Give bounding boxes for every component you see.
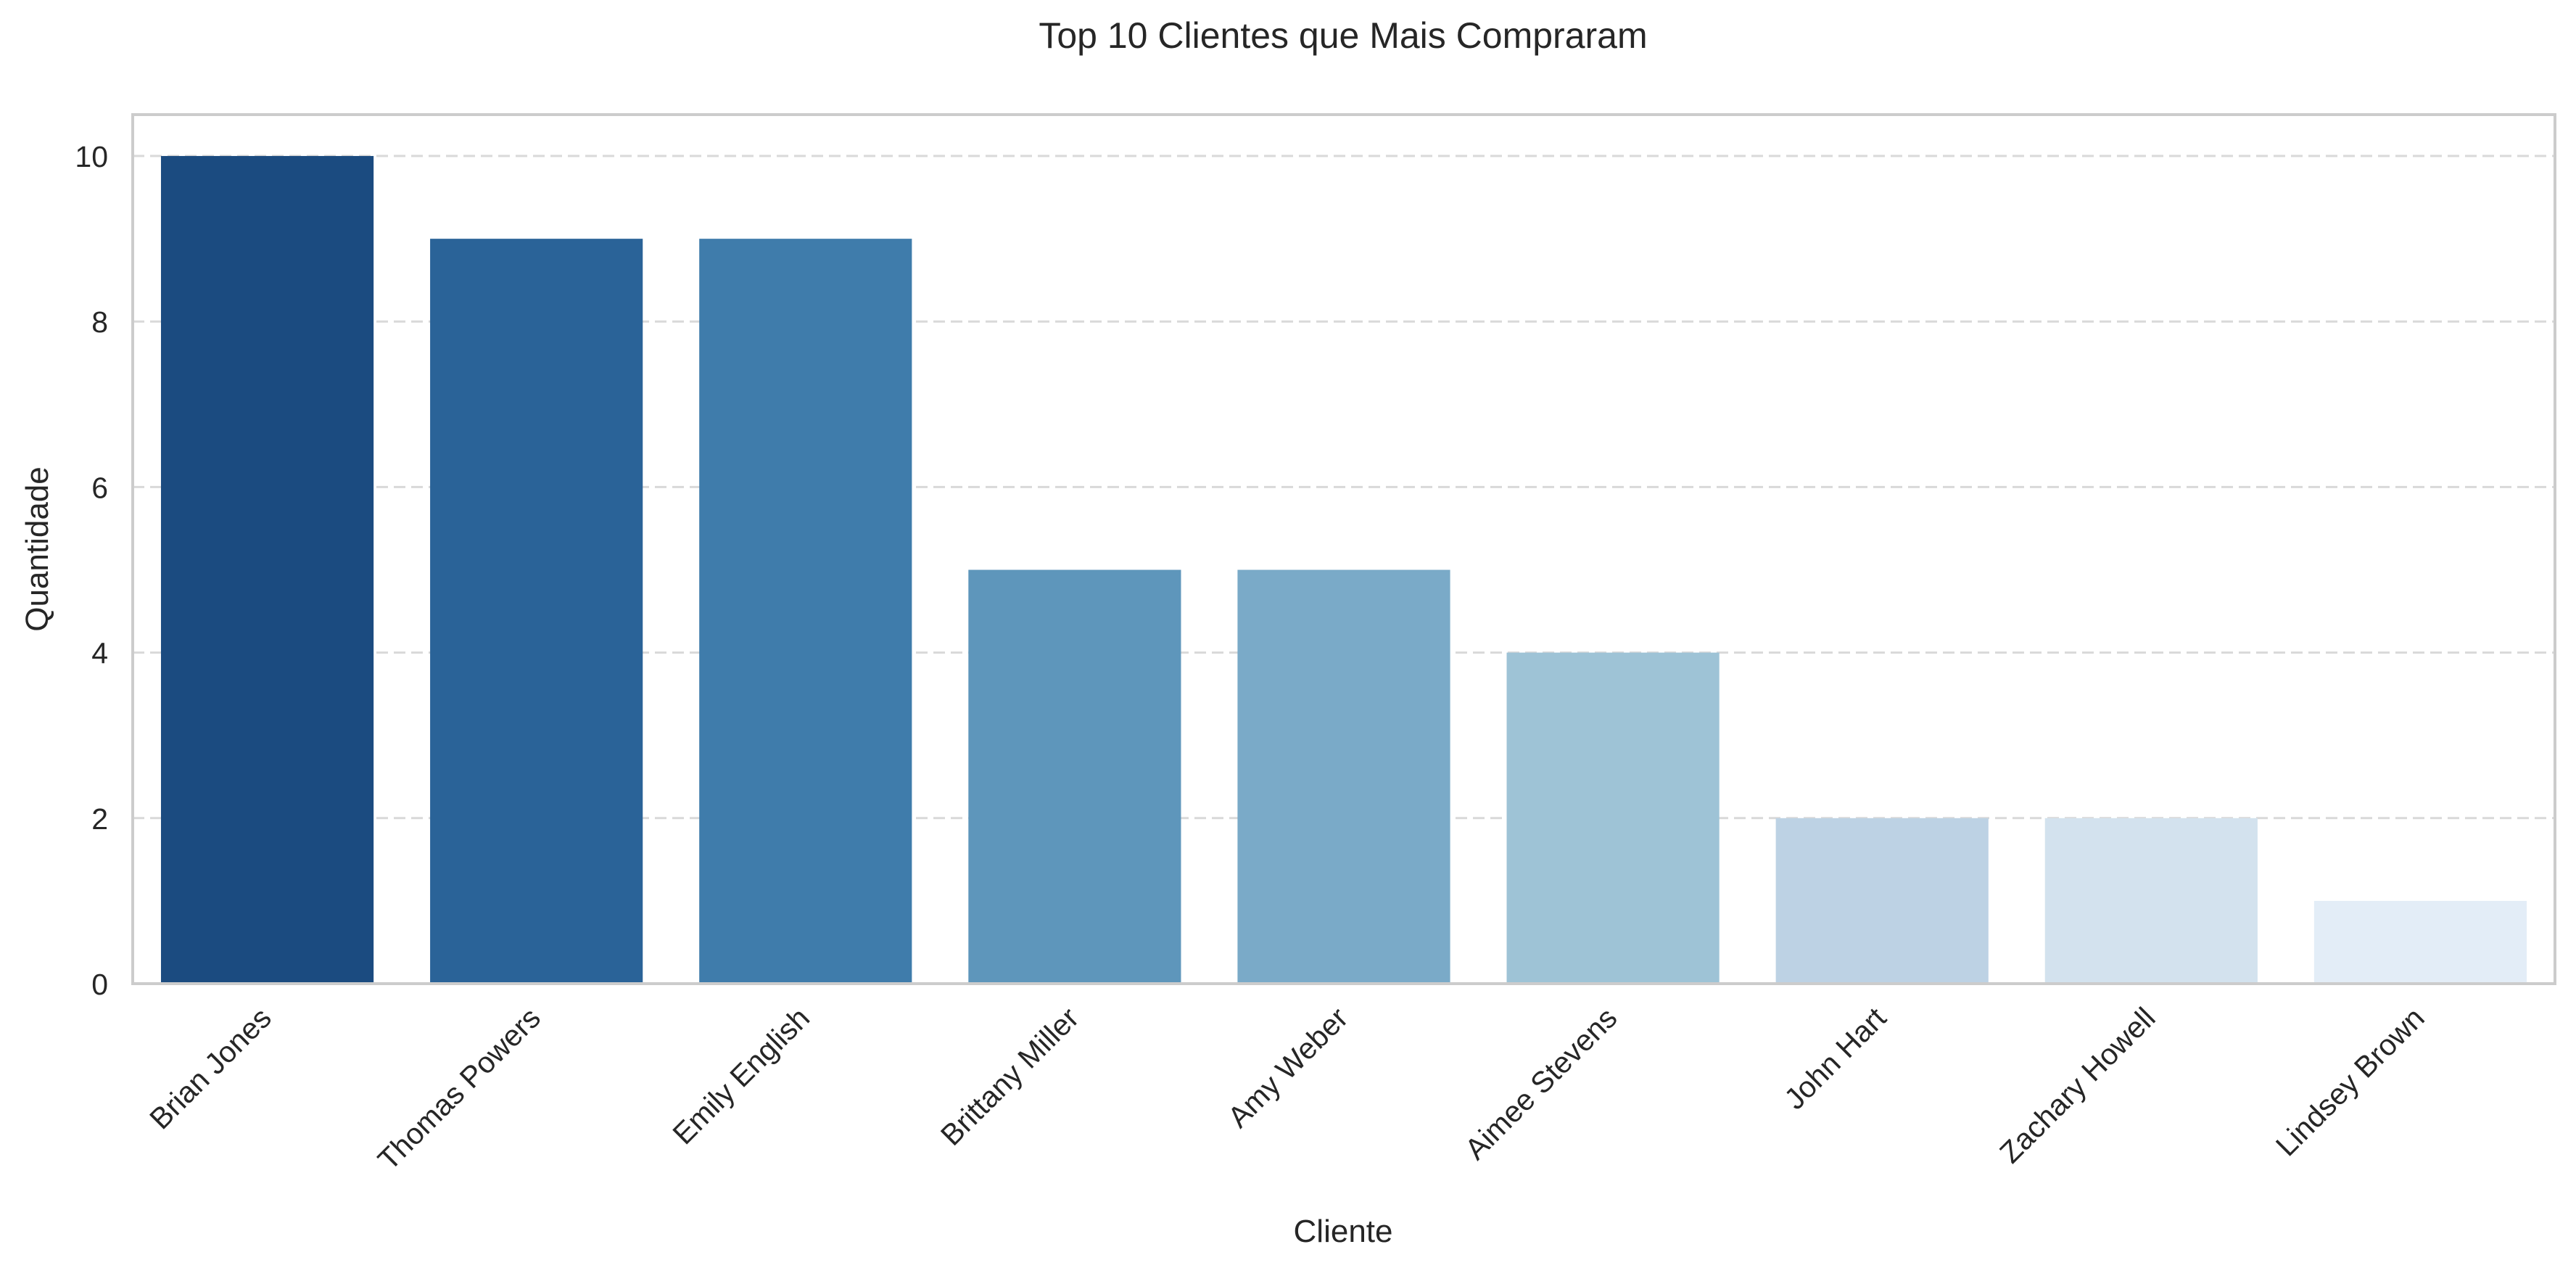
bars — [160, 156, 2527, 984]
x-tick-label: Thomas Powers — [371, 1001, 547, 1177]
plot-frame — [131, 113, 2556, 985]
bar-john-hart — [1775, 818, 1989, 984]
bar-emily-english — [699, 239, 912, 984]
bar-aimee-stevens — [1506, 652, 1720, 984]
x-tick-label: Brittany Miller — [934, 1001, 1085, 1152]
x-tick-label: Zachary Howell — [1993, 1001, 2161, 1169]
y-tick-label: 8 — [91, 305, 108, 339]
y-tick-label: 0 — [91, 968, 108, 1001]
chart-title: Top 10 Clientes que Mais Compraram — [1039, 15, 1647, 56]
bar-brian-jones — [160, 156, 374, 984]
x-tick-label: Lindsey Brown — [2269, 1001, 2431, 1163]
y-tick-labels: 0 2 4 6 8 10 — [75, 140, 108, 1001]
y-tick-label: 10 — [75, 140, 108, 173]
x-tick-label: Emily English — [666, 1001, 817, 1151]
bar-brittany-miller — [968, 569, 1181, 984]
x-axis-label: Cliente — [1294, 1214, 1393, 1249]
y-tick-label: 4 — [91, 637, 108, 670]
y-axis-label: Quantidade — [20, 466, 55, 632]
x-tick-label: Brian Jones — [143, 1001, 278, 1136]
bar-amy-weber — [1237, 569, 1450, 984]
bar-zachary-howell — [2044, 818, 2258, 984]
x-tick-label: Aimee Stevens — [1458, 1001, 1624, 1166]
y-tick-label: 6 — [91, 471, 108, 504]
bar-thomas-powers — [430, 239, 643, 984]
x-tick-labels: Brian Jones Thomas Powers Emily English Bri… — [143, 1000, 2431, 1176]
bar-lindsey-brown — [2313, 900, 2527, 984]
y-tick-label: 2 — [91, 802, 108, 836]
x-tick-label: John Hart — [1778, 1000, 1893, 1116]
x-tick-label: Amy Weber — [1221, 1001, 1354, 1134]
